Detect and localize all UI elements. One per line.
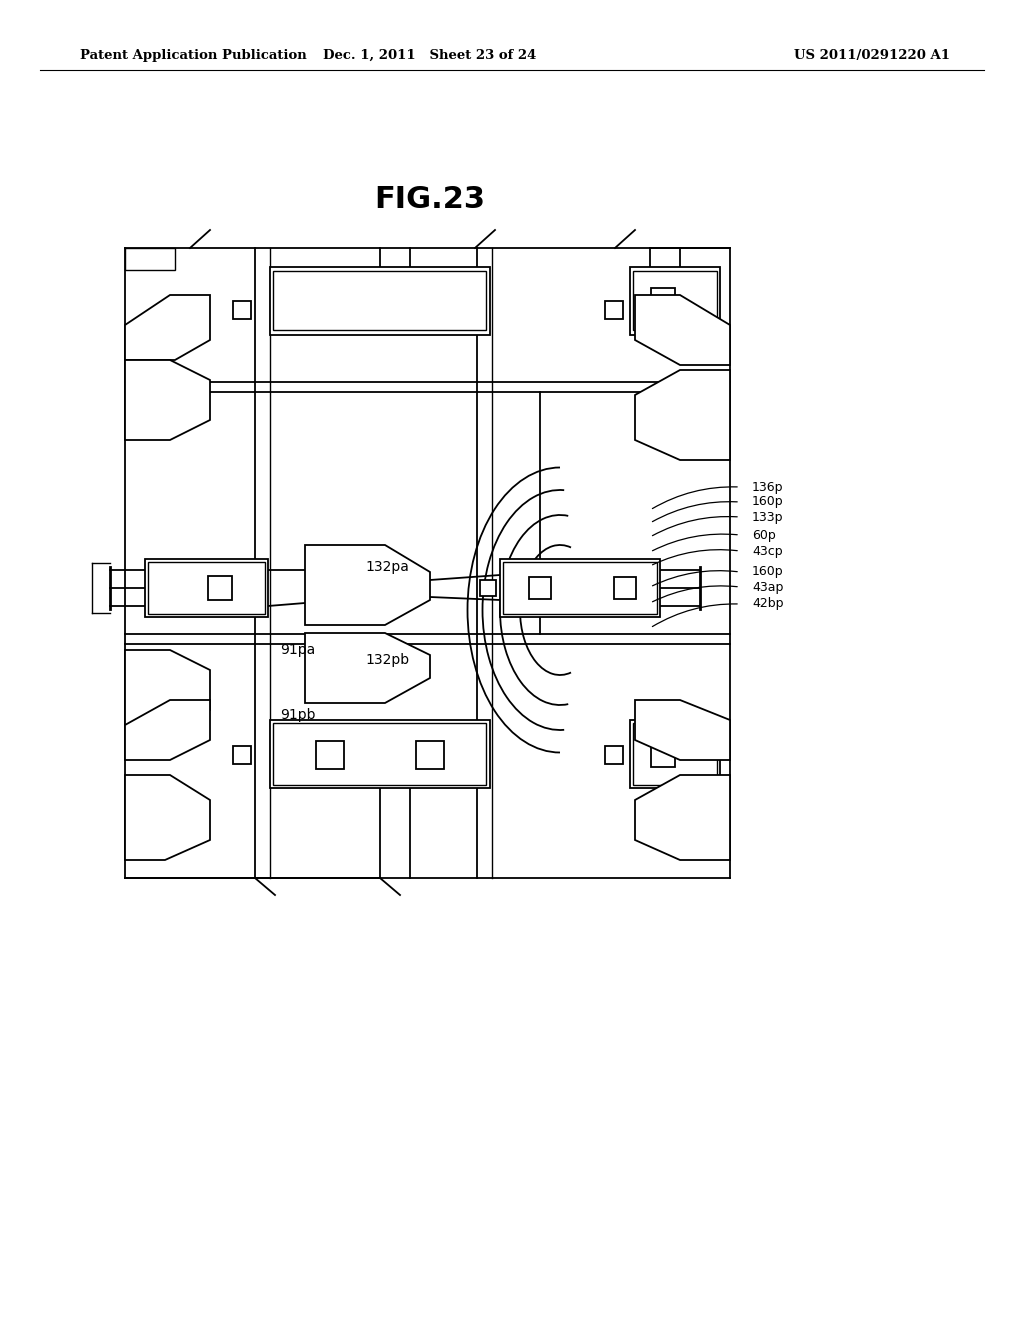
Polygon shape (635, 775, 730, 861)
Bar (605, 746, 623, 764)
Bar (500, 558, 660, 616)
Text: 91pa: 91pa (280, 643, 315, 657)
Bar (529, 577, 551, 599)
Bar (145, 558, 268, 616)
Bar (316, 286, 344, 314)
Polygon shape (125, 775, 210, 861)
Text: 42bp: 42bp (752, 598, 783, 610)
Bar (270, 719, 490, 788)
Text: 43cp: 43cp (752, 544, 782, 557)
Polygon shape (125, 360, 210, 440)
Polygon shape (305, 545, 430, 624)
Bar (614, 577, 636, 599)
Text: US 2011/0291220 A1: US 2011/0291220 A1 (794, 49, 950, 62)
Bar (651, 743, 675, 767)
Bar (125, 248, 175, 271)
Text: 91pb: 91pb (280, 708, 315, 722)
Bar (316, 741, 344, 770)
Bar (630, 267, 720, 335)
Text: 132pa: 132pa (365, 560, 409, 574)
Bar (503, 562, 657, 614)
Bar (273, 271, 486, 330)
Polygon shape (635, 294, 730, 366)
Bar (630, 719, 720, 788)
Polygon shape (125, 294, 210, 360)
Text: 60p: 60p (752, 528, 776, 541)
Polygon shape (125, 649, 210, 730)
Bar (480, 579, 496, 597)
Text: 160p: 160p (752, 495, 783, 508)
Bar (633, 271, 717, 330)
Polygon shape (125, 700, 210, 760)
Bar (270, 267, 490, 335)
Text: 160p: 160p (752, 565, 783, 578)
Polygon shape (635, 370, 730, 459)
Bar (233, 746, 251, 764)
Text: FIG.23: FIG.23 (375, 186, 485, 214)
Polygon shape (305, 634, 430, 704)
Bar (651, 288, 675, 312)
Bar (148, 562, 265, 614)
Text: 136p: 136p (752, 480, 783, 494)
Bar (273, 723, 486, 785)
Bar (233, 301, 251, 319)
Bar (208, 576, 232, 601)
Bar (633, 723, 717, 785)
Bar (416, 286, 444, 314)
Text: 132pb: 132pb (365, 653, 410, 667)
Bar (416, 741, 444, 770)
Polygon shape (635, 700, 730, 760)
Text: Dec. 1, 2011   Sheet 23 of 24: Dec. 1, 2011 Sheet 23 of 24 (324, 49, 537, 62)
Text: Patent Application Publication: Patent Application Publication (80, 49, 307, 62)
Bar (605, 301, 623, 319)
Text: 133p: 133p (752, 511, 783, 524)
Text: 43ap: 43ap (752, 581, 783, 594)
